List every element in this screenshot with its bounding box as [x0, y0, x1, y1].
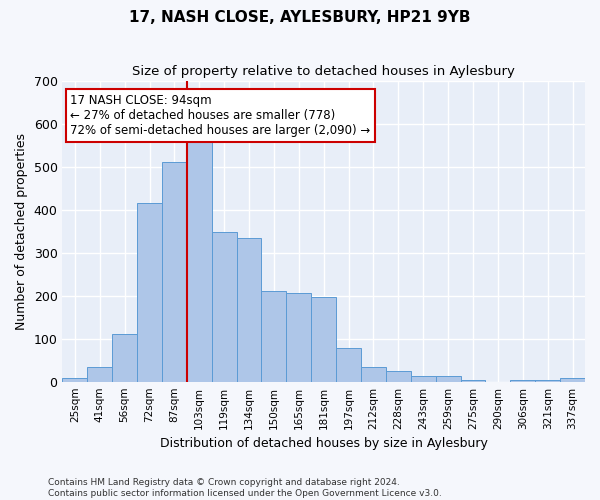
Bar: [560, 378, 585, 382]
Bar: [162, 162, 187, 382]
Bar: [461, 380, 485, 382]
Text: 17, NASH CLOSE, AYLESBURY, HP21 9YB: 17, NASH CLOSE, AYLESBURY, HP21 9YB: [129, 10, 471, 25]
Bar: [336, 348, 361, 382]
Y-axis label: Number of detached properties: Number of detached properties: [15, 132, 28, 330]
Bar: [361, 366, 386, 382]
Bar: [311, 296, 336, 382]
Bar: [386, 371, 411, 382]
Bar: [262, 292, 286, 382]
X-axis label: Distribution of detached houses by size in Aylesbury: Distribution of detached houses by size …: [160, 437, 488, 450]
Bar: [187, 132, 212, 382]
Bar: [535, 380, 560, 382]
Bar: [112, 334, 137, 382]
Bar: [236, 238, 262, 382]
Bar: [286, 294, 311, 382]
Bar: [212, 232, 236, 382]
Bar: [137, 203, 162, 382]
Bar: [62, 378, 88, 382]
Text: Contains HM Land Registry data © Crown copyright and database right 2024.
Contai: Contains HM Land Registry data © Crown c…: [48, 478, 442, 498]
Bar: [511, 380, 535, 382]
Bar: [411, 376, 436, 382]
Title: Size of property relative to detached houses in Aylesbury: Size of property relative to detached ho…: [132, 65, 515, 78]
Bar: [436, 376, 461, 382]
Text: 17 NASH CLOSE: 94sqm
← 27% of detached houses are smaller (778)
72% of semi-deta: 17 NASH CLOSE: 94sqm ← 27% of detached h…: [70, 94, 371, 137]
Bar: [88, 366, 112, 382]
